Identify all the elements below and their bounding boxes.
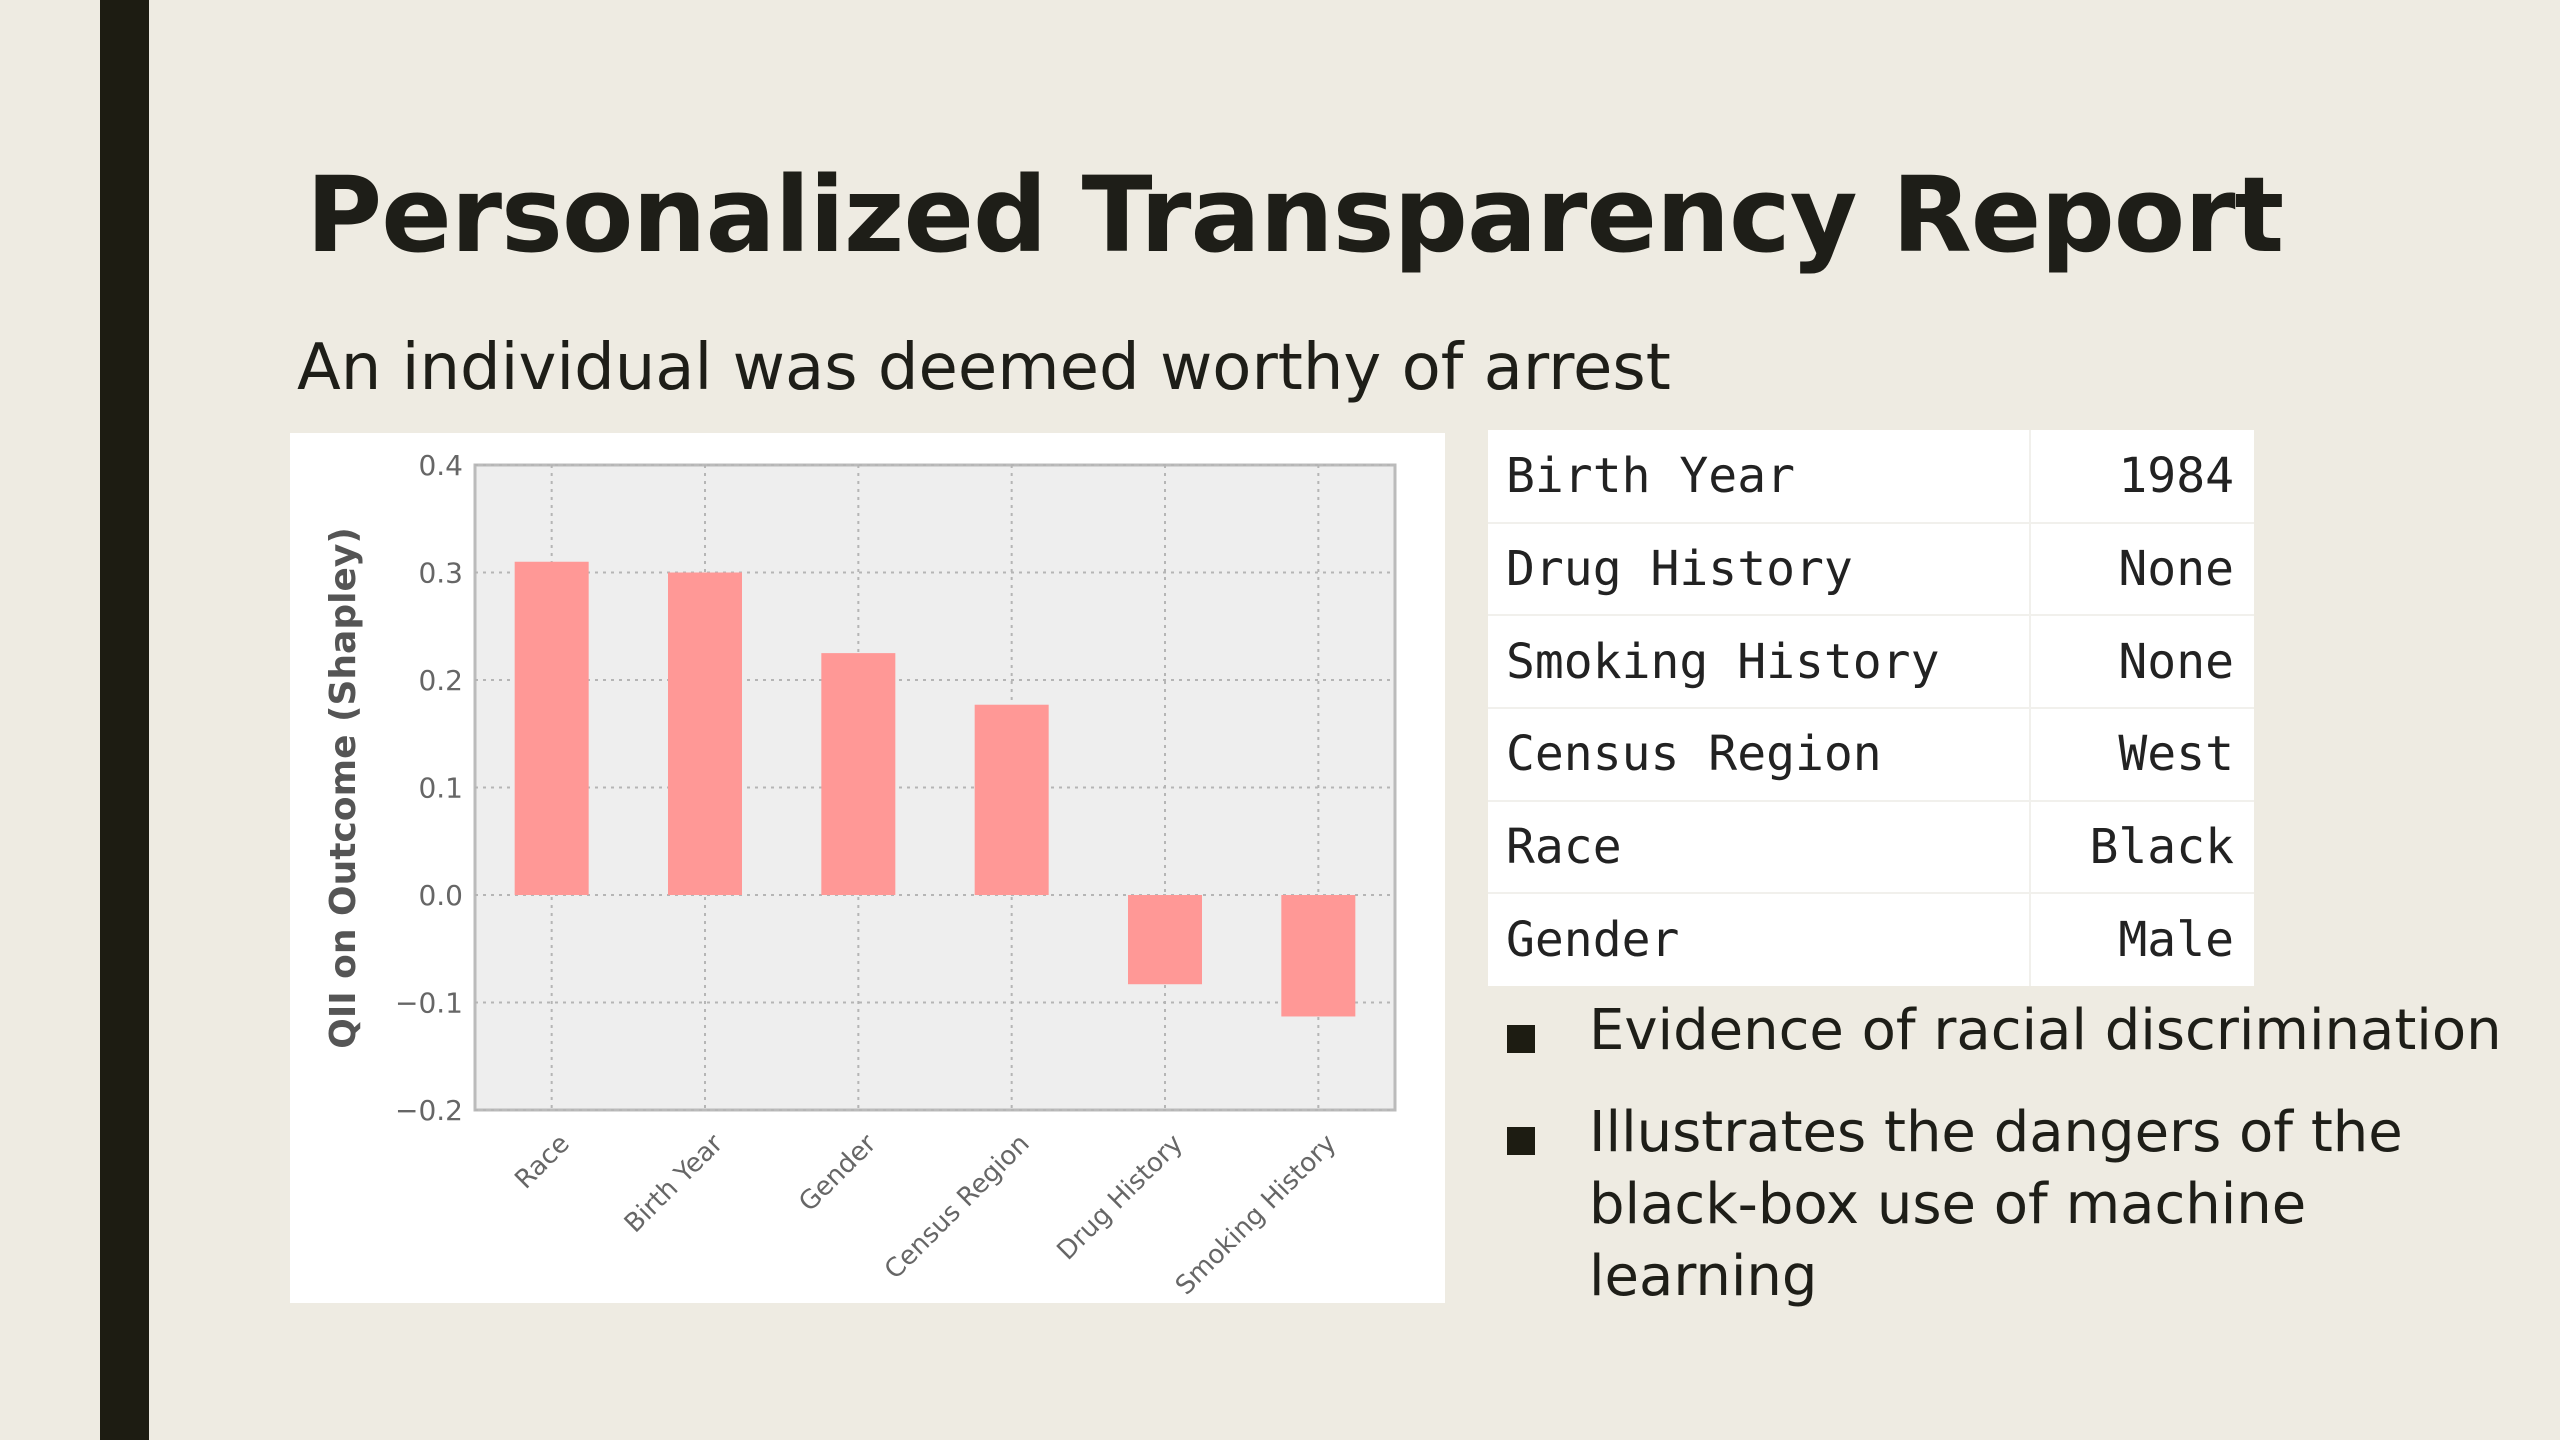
y-axis-label: QII on Outcome (Shapley): [323, 527, 364, 1049]
attribute-name: Race: [1488, 800, 2031, 895]
bar: [1281, 895, 1356, 1017]
attribute-name: Gender: [1488, 893, 2031, 986]
chart-panel: 0.4 0.3 0.2 0.1 0.0 −0.1 −0.2 Race Birth Year Ge…: [290, 433, 1445, 1303]
y-tick-label: −0.2: [395, 1094, 463, 1127]
slide-title: Personalized Transparency Report: [306, 154, 2284, 276]
square-bullet-icon: [1507, 1025, 1535, 1053]
bar: [514, 561, 589, 895]
x-tick-label: Birth Year: [619, 1129, 729, 1239]
table-row: Drug History None: [1488, 522, 2254, 617]
y-tick-label: 0.1: [418, 772, 463, 805]
table-row: Smoking History None: [1488, 615, 2254, 709]
bullet-text: Evidence of racial discrimination: [1589, 998, 2502, 1063]
y-tick-label: −0.1: [395, 987, 463, 1020]
attribute-name: Drug History: [1488, 522, 2031, 617]
attribute-name: Birth Year: [1488, 430, 2031, 524]
attribute-name: Smoking History: [1488, 615, 2031, 709]
y-tick-label: 0.3: [418, 557, 463, 590]
bullet-list: Evidence of racial discrimination Illustr…: [1505, 995, 2525, 1343]
slide-subtitle: An individual was deemed worthy of arres…: [297, 331, 1671, 405]
y-tick-label: 0.4: [418, 449, 463, 482]
bar: [821, 653, 896, 895]
bar-chart: 0.4 0.3 0.2 0.1 0.0 −0.1 −0.2 Race Birth Year Ge…: [323, 449, 1397, 1302]
bullet-text: Illustrates the dangers of the black-box…: [1589, 1100, 2403, 1309]
table-row: Census Region West: [1488, 707, 2254, 802]
x-tick-label: Census Region: [879, 1129, 1036, 1286]
grid-lines: [475, 464, 1395, 1111]
bullet-item: Evidence of racial discrimination: [1505, 995, 2525, 1067]
attribute-value: None: [2030, 615, 2254, 709]
attribute-value: Male: [2118, 912, 2234, 969]
bar: [974, 704, 1049, 895]
attribute-name: Census Region: [1488, 707, 2031, 802]
y-tick-label: 0.2: [418, 664, 463, 697]
y-tick-label: 0.0: [418, 879, 463, 912]
bullet-item: Illustrates the dangers of the black-box…: [1505, 1097, 2525, 1313]
x-tick-label: Gender: [793, 1129, 882, 1218]
table-row: Race Black: [1488, 800, 2254, 895]
x-tick-label: Drug History: [1051, 1129, 1189, 1267]
attribute-value: 1984: [2030, 430, 2254, 524]
accent-bar: [100, 0, 149, 1440]
attributes-table: Birth Year 1984 Drug History None Smoking Hi…: [1488, 430, 2254, 986]
bar: [668, 572, 742, 895]
attribute-value: Black: [2030, 800, 2254, 895]
table-row: Gender Male: [1488, 893, 2254, 986]
bars: [514, 561, 1356, 1017]
y-tick-labels: 0.4 0.3 0.2 0.1 0.0 −0.1 −0.2: [395, 449, 463, 1127]
square-bullet-icon: [1507, 1127, 1535, 1155]
attribute-value: West: [2030, 707, 2254, 802]
bar: [1128, 895, 1202, 985]
table-row: Birth Year 1984: [1488, 430, 2254, 524]
x-tick-label: Smoking History: [1170, 1129, 1342, 1301]
attribute-value: None: [2030, 522, 2254, 617]
x-tick-label: Race: [509, 1129, 575, 1195]
